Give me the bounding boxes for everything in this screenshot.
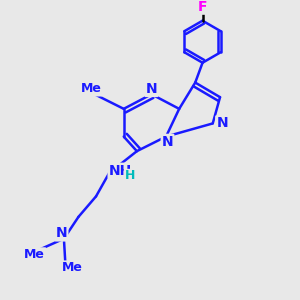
Text: NH: NH bbox=[109, 164, 132, 178]
Text: N: N bbox=[146, 82, 157, 96]
Text: Me: Me bbox=[81, 82, 101, 95]
Text: Me: Me bbox=[62, 261, 83, 274]
Text: N: N bbox=[56, 226, 68, 241]
Text: N: N bbox=[216, 116, 228, 130]
Text: N: N bbox=[162, 135, 173, 149]
Text: H: H bbox=[124, 169, 135, 182]
Text: F: F bbox=[198, 0, 207, 14]
Text: Me: Me bbox=[24, 248, 45, 261]
